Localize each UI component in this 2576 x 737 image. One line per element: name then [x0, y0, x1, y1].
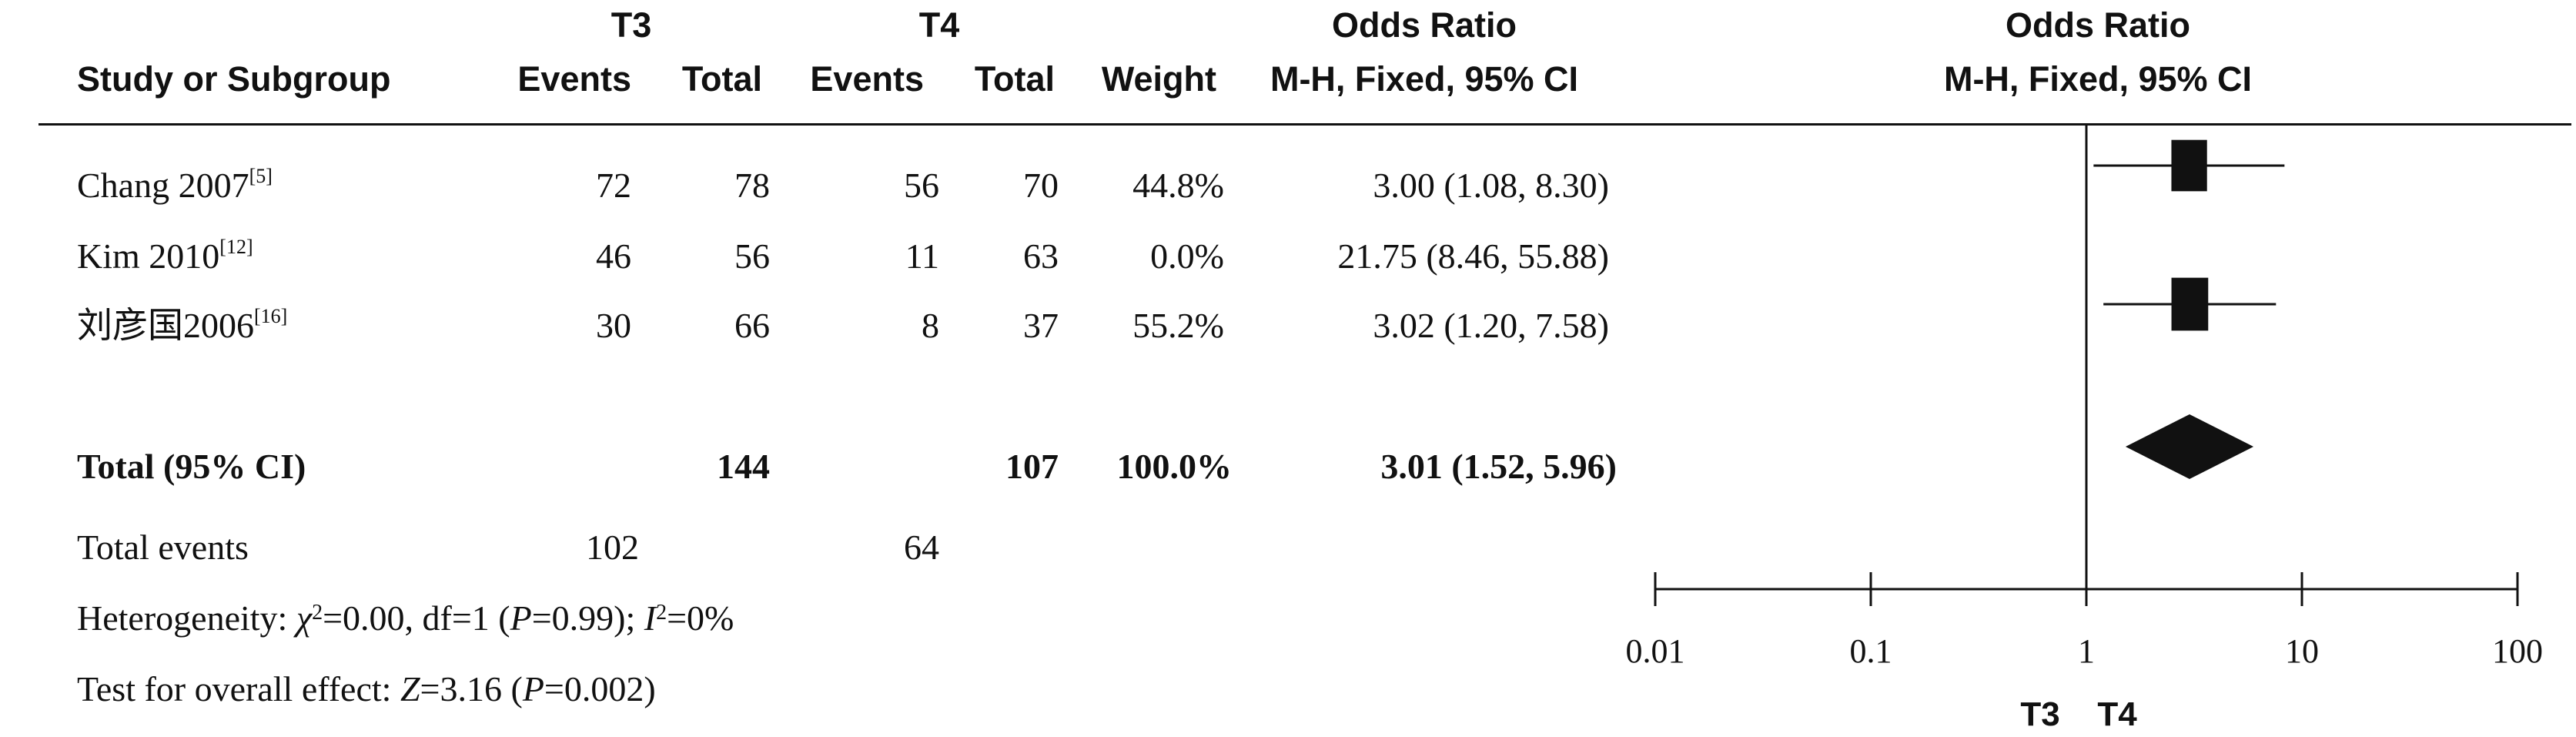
- x-tick-label: 0.1: [1850, 632, 1892, 670]
- x-tick-label: 10: [2285, 632, 2319, 670]
- events1-header: Events: [517, 59, 631, 99]
- total2-cell: 70: [1023, 166, 1059, 205]
- overall-effect-text: Test for overall effect: Z=3.16 (P=0.002…: [77, 669, 656, 709]
- events2-cell: 8: [922, 306, 939, 345]
- favours-right-label: T4: [2097, 695, 2137, 733]
- total1-cell: 144: [717, 447, 770, 486]
- study-name: Kim 2010[12]: [77, 236, 253, 276]
- reference: [16]: [254, 305, 288, 327]
- events1-cell: 102: [586, 528, 639, 567]
- total1-cell: 56: [734, 236, 770, 276]
- plot-header-method: M-H, Fixed, 95% CI: [1943, 59, 2253, 99]
- total-label: Total (95% CI): [77, 447, 306, 486]
- ci-cell: 3.02 (1.20, 7.58): [1373, 306, 1609, 345]
- total2-header: Total: [974, 59, 1055, 99]
- weight-cell: 0.0%: [1150, 236, 1224, 276]
- total2-cell: 107: [1005, 447, 1059, 486]
- total2-cell: 37: [1023, 306, 1059, 345]
- or-header-title: Odds Ratio: [1331, 5, 1517, 45]
- weight-cell: 100.0%: [1116, 447, 1233, 486]
- weight-header: Weight: [1101, 59, 1216, 99]
- heterogeneity-text: Heterogeneity: χ2=0.00, df=1 (P=0.99); I…: [77, 598, 734, 638]
- events1-cell: 46: [596, 236, 631, 276]
- or-header-method: M-H, Fixed, 95% CI: [1270, 59, 1579, 99]
- pooled-diamond: [2125, 414, 2254, 479]
- study-marker: [2171, 277, 2209, 331]
- study-marker: [2171, 139, 2207, 192]
- x-tick-label: 0.01: [1626, 632, 1685, 670]
- total1-cell: 66: [734, 306, 770, 345]
- header-rule: [38, 123, 2571, 126]
- group1-header: T3: [611, 5, 652, 45]
- total-events-label: Total events: [77, 528, 249, 567]
- x-tick-label: 100: [2492, 632, 2543, 670]
- study-name: 刘彦国2006[16]: [77, 305, 288, 345]
- ci-cell: 21.75 (8.46, 55.88): [1337, 236, 1609, 276]
- group2-header: T4: [918, 5, 960, 45]
- weight-cell: 44.8%: [1132, 166, 1224, 205]
- plot-header-title: Odds Ratio: [2005, 5, 2190, 45]
- total1-header: Total: [681, 59, 762, 99]
- events2-cell: 11: [905, 236, 939, 276]
- x-tick-label: 1: [2078, 632, 2095, 670]
- reference: [5]: [249, 165, 273, 187]
- ci-cell: 3.00 (1.08, 8.30): [1373, 166, 1609, 205]
- reference: [12]: [219, 236, 253, 258]
- events2-cell: 64: [904, 528, 939, 567]
- events1-cell: 72: [596, 166, 631, 205]
- ci-cell: 3.01 (1.52, 5.96): [1380, 447, 1617, 486]
- study-column-header: Study or Subgroup: [77, 59, 391, 99]
- total1-cell: 78: [734, 166, 770, 205]
- total2-cell: 63: [1023, 236, 1059, 276]
- favours-left-label: T3: [2020, 695, 2059, 733]
- events1-cell: 30: [596, 306, 631, 345]
- events2-header: Events: [810, 59, 924, 99]
- weight-cell: 55.2%: [1132, 306, 1224, 345]
- events2-cell: 56: [904, 166, 939, 205]
- study-name: Chang 2007[5]: [77, 165, 273, 205]
